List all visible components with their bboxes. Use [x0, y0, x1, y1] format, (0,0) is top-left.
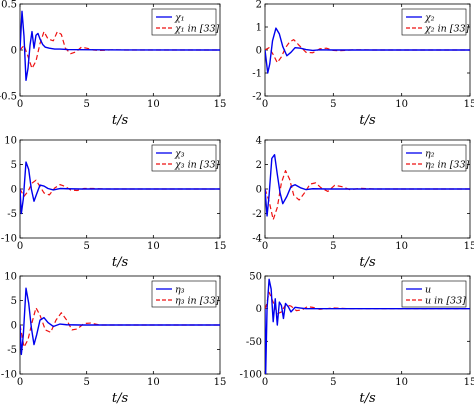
y-tick-label: -100 — [240, 370, 262, 381]
y-tick-label: -5 — [7, 345, 17, 356]
legend-box — [151, 144, 217, 172]
y-tick-label: 0 — [11, 46, 17, 57]
series-line-proposed — [265, 27, 470, 74]
y-tick-label: -0.5 — [0, 92, 17, 103]
y-tick-label: 10 — [4, 272, 17, 283]
series-line-reference — [265, 39, 470, 64]
x-tick-label: 15 — [464, 377, 474, 388]
legend-box — [401, 144, 467, 172]
legend-label: η₃ — [175, 285, 185, 296]
subplot-6: 0 5 10 15 50 0 -50 -100 t/s uu in [33] — [240, 272, 474, 404]
x-tick-label: 10 — [395, 99, 408, 110]
x-tick-label: 5 — [83, 241, 89, 252]
y-tick-label: -50 — [246, 337, 262, 348]
legend-label: χ₃ in [33] — [174, 160, 220, 171]
x-axis-label: t/s — [359, 391, 376, 404]
legend-label: χ₂ in [33] — [424, 24, 470, 35]
y-tick-label: 2 — [256, 160, 262, 171]
y-tick-label: 1 — [256, 23, 262, 34]
legend-label: χ₁ in [33] — [174, 24, 220, 35]
series-line-proposed — [265, 278, 470, 374]
series-line-reference — [20, 307, 220, 348]
legend-label: η₂ in [33] — [425, 160, 469, 171]
x-axis-label: t/s — [112, 255, 129, 270]
x-tick-label: 15 — [464, 99, 474, 110]
legend-label: χ₃ — [174, 149, 185, 160]
y-tick-label: 2 — [256, 0, 262, 11]
series-line-proposed — [20, 161, 220, 215]
legend: uu in [33] — [401, 280, 467, 308]
y-tick-label: 50 — [249, 272, 262, 283]
x-tick-label: 0 — [17, 99, 23, 110]
y-tick-label: -4 — [252, 234, 262, 245]
x-tick-label: 0 — [17, 377, 23, 388]
y-tick-label: 0 — [11, 321, 17, 332]
series-line-proposed — [20, 10, 220, 82]
x-tick-label: 5 — [83, 377, 89, 388]
x-tick-label: 0 — [262, 377, 268, 388]
x-tick-label: 5 — [330, 99, 336, 110]
y-tick-label: 5 — [11, 160, 17, 171]
y-tick-label: 0 — [256, 304, 262, 315]
legend-box — [151, 8, 217, 36]
series-line-reference — [265, 170, 470, 221]
y-tick-label: -10 — [1, 370, 17, 381]
legend-box — [151, 280, 217, 308]
y-tick-label: -1 — [252, 69, 262, 80]
x-tick-label: 10 — [147, 99, 160, 110]
y-tick-label: -10 — [1, 234, 17, 245]
x-axis-label: t/s — [112, 391, 129, 404]
series-line-proposed — [20, 287, 220, 356]
x-tick-label: 0 — [262, 99, 268, 110]
series-line-reference — [20, 31, 220, 70]
x-tick-label: 0 — [262, 241, 268, 252]
y-tick-label: 5 — [11, 296, 17, 307]
x-tick-label: 15 — [214, 99, 227, 110]
y-tick-label: 0 — [11, 185, 17, 196]
legend-label: u in [33] — [425, 296, 466, 307]
x-tick-label: 5 — [330, 377, 336, 388]
x-tick-label: 10 — [147, 377, 160, 388]
x-tick-label: 5 — [330, 241, 336, 252]
y-tick-label: 4 — [256, 136, 262, 147]
legend-label: η₃ in [33] — [175, 296, 219, 307]
legend-label: χ₂ — [424, 13, 435, 24]
x-tick-label: 15 — [214, 377, 227, 388]
legend-label: η₂ — [425, 149, 435, 160]
x-axis-label: t/s — [112, 113, 129, 128]
x-tick-label: 10 — [395, 241, 408, 252]
y-tick-label: -5 — [7, 209, 17, 220]
x-tick-label: 10 — [395, 377, 408, 388]
y-tick-label: 0 — [256, 46, 262, 57]
y-tick-label: 0.5 — [1, 0, 17, 11]
legend-box — [401, 8, 467, 36]
x-tick-label: 15 — [214, 241, 227, 252]
y-tick-label: 10 — [4, 136, 17, 147]
x-tick-label: 5 — [83, 99, 89, 110]
x-axis-label: t/s — [359, 255, 376, 270]
y-tick-label: 0 — [256, 185, 262, 196]
x-tick-label: 0 — [17, 241, 23, 252]
y-tick-label: -2 — [252, 209, 262, 220]
x-tick-label: 10 — [147, 241, 160, 252]
x-axis-label: t/s — [359, 113, 376, 128]
x-tick-label: 15 — [464, 241, 474, 252]
legend-label: u — [425, 285, 431, 296]
legend-label: χ₁ — [174, 13, 185, 24]
legend-box — [401, 280, 467, 308]
series-line-reference — [20, 179, 220, 197]
y-tick-label: -2 — [252, 92, 262, 103]
series-line-proposed — [265, 153, 470, 217]
